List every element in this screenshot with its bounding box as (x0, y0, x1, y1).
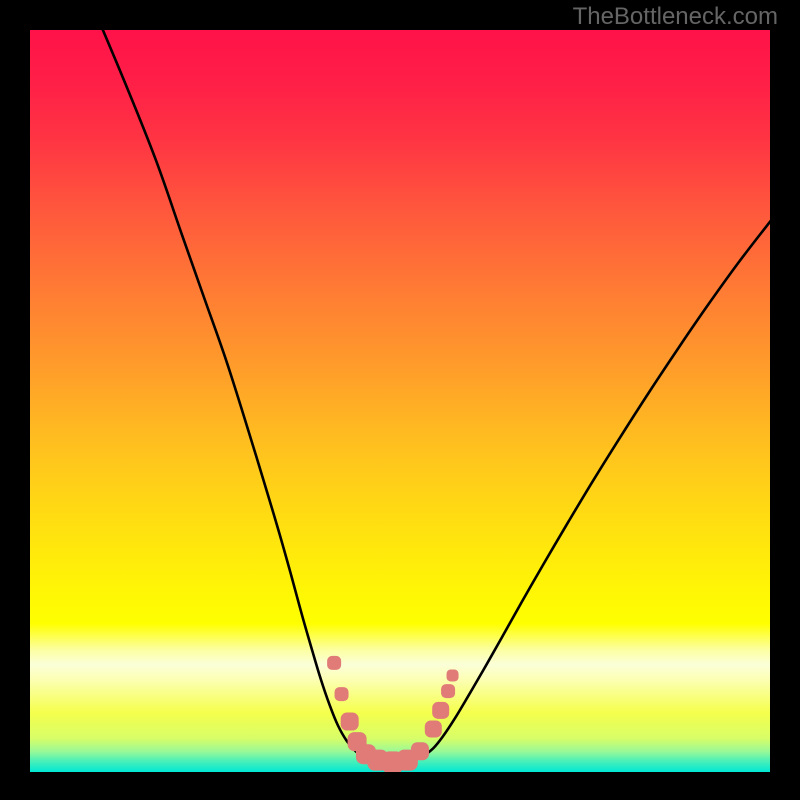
marker (425, 720, 442, 737)
marker (341, 713, 359, 731)
marker (327, 656, 341, 670)
watermark-text: TheBottleneck.com (573, 3, 778, 31)
marker (335, 687, 349, 701)
marker (441, 684, 455, 698)
marker (432, 702, 449, 719)
plot-area (30, 30, 770, 772)
data-markers (30, 30, 770, 772)
chart-stage: { "canvas": { "width": 800, "height": 80… (0, 0, 800, 800)
marker (411, 742, 429, 760)
marker (447, 670, 459, 682)
